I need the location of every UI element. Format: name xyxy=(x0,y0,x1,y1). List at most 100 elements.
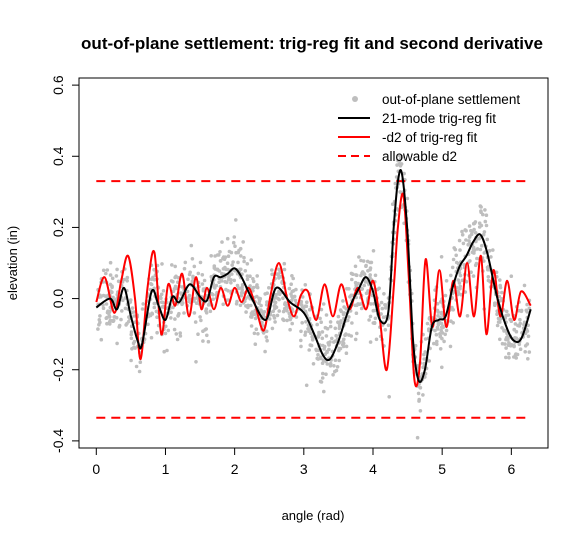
scatter-point xyxy=(382,292,386,296)
scatter-point xyxy=(425,321,430,326)
scatter-point xyxy=(222,266,227,271)
scatter-point xyxy=(453,247,458,252)
scatter-point xyxy=(457,281,462,285)
scatter-point xyxy=(216,268,220,272)
scatter-point xyxy=(348,295,352,299)
scatter-point xyxy=(518,317,522,322)
scatter-point xyxy=(386,323,391,328)
y-tick-label: 0.0 xyxy=(50,289,66,309)
scatter-point xyxy=(460,278,465,283)
scatter-point xyxy=(467,235,472,239)
scatter-point xyxy=(217,280,221,285)
scatter-point xyxy=(333,326,338,331)
scatter-point xyxy=(246,294,251,299)
scatter-point xyxy=(373,316,378,321)
scatter-point xyxy=(462,263,466,267)
scatter-point xyxy=(294,301,299,306)
scatter-point xyxy=(390,202,395,206)
scatter-point xyxy=(233,244,237,248)
scatter-point xyxy=(456,289,460,293)
scatter-point xyxy=(436,322,441,327)
scatter-point xyxy=(196,271,201,276)
scatter-point xyxy=(444,328,449,333)
scatter-point xyxy=(328,364,333,368)
scatter-point xyxy=(264,303,269,307)
scatter-point xyxy=(381,315,386,320)
scatter-point xyxy=(364,263,368,268)
scatter-point xyxy=(347,333,351,337)
scatter-point xyxy=(267,317,272,321)
scatter-point xyxy=(110,276,115,281)
scatter-point xyxy=(469,232,474,237)
scatter-point xyxy=(342,311,347,315)
scatter-point xyxy=(240,283,245,287)
scatter-point xyxy=(289,316,293,320)
scatter-point xyxy=(289,282,294,287)
scatter-point xyxy=(243,269,248,273)
scatter-point xyxy=(304,320,308,324)
scatter-point xyxy=(186,277,190,282)
scatter-point xyxy=(320,336,325,341)
scatter-point xyxy=(281,309,286,314)
scatter-point xyxy=(451,321,456,325)
scatter-point xyxy=(161,300,165,305)
scatter-point xyxy=(97,318,102,322)
scatter-point xyxy=(123,306,128,311)
scatter-point xyxy=(107,315,112,319)
scatter-point xyxy=(318,316,322,321)
scatter-point xyxy=(421,393,425,397)
scatter-point xyxy=(368,340,373,344)
scatter-point xyxy=(248,274,252,279)
scatter-point xyxy=(172,327,177,332)
scatter-point xyxy=(341,299,345,303)
scatter-point xyxy=(308,331,313,336)
scatter-point xyxy=(346,318,350,323)
scatter-point xyxy=(163,331,168,336)
scatter-point xyxy=(427,328,431,333)
scatter-point xyxy=(237,286,241,291)
scatter-point xyxy=(191,274,195,279)
scatter-point xyxy=(112,315,117,319)
y-tick-label: 0.4 xyxy=(50,146,66,166)
scatter-point xyxy=(97,322,101,327)
scatter-point xyxy=(508,317,512,322)
scatter-point xyxy=(368,275,372,280)
scatter-point xyxy=(507,355,511,360)
scatter-point xyxy=(305,300,309,305)
scatter-point xyxy=(472,227,476,232)
scatter-point xyxy=(261,310,266,315)
scatter-point xyxy=(238,267,242,272)
fit-line xyxy=(95,169,532,383)
scatter-point xyxy=(238,303,243,308)
scatter-point xyxy=(465,314,470,318)
scatter-point xyxy=(277,309,282,313)
scatter-point xyxy=(342,305,346,309)
scatter-point xyxy=(359,258,363,263)
scatter-point xyxy=(353,337,358,342)
scatter-point xyxy=(204,311,209,315)
scatter-point xyxy=(289,292,293,296)
scatter-point xyxy=(340,342,345,347)
chart-title: out-of-plane settlement: trig-reg fit an… xyxy=(81,34,543,53)
scatter-point xyxy=(423,337,428,341)
scatter-point xyxy=(299,299,304,304)
scatter-point xyxy=(415,435,420,440)
scatter-point xyxy=(489,255,493,259)
scatter-point xyxy=(217,253,221,257)
scatter-point xyxy=(180,302,184,307)
scatter-point xyxy=(116,279,121,284)
scatter-point xyxy=(325,362,330,366)
scatter-point xyxy=(267,286,271,290)
scatter-point xyxy=(273,303,277,308)
scatter-point xyxy=(323,352,328,357)
scatter-point xyxy=(460,229,464,234)
legend-label: allowable d2 xyxy=(382,149,457,164)
scatter-point xyxy=(129,358,133,363)
scatter-point xyxy=(483,208,487,212)
scatter-point xyxy=(169,316,173,320)
scatter-point xyxy=(236,260,240,265)
scatter-point xyxy=(133,346,137,350)
scatter-point xyxy=(290,321,295,326)
scatter-point xyxy=(359,273,363,278)
scatter-point xyxy=(473,263,478,268)
